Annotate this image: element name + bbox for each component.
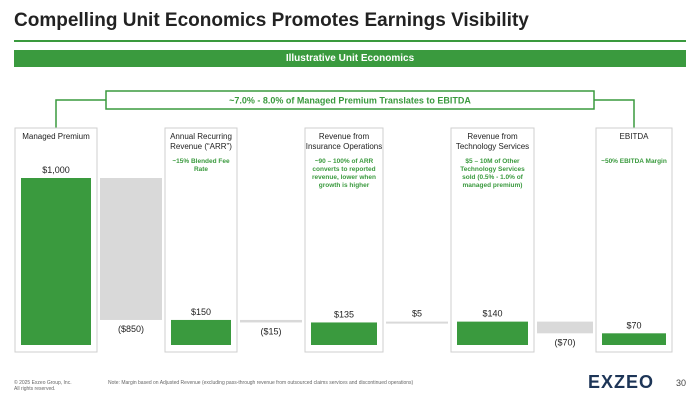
column-note: ~15% Blended Fee Rate — [172, 158, 230, 173]
card — [304, 127, 384, 353]
bar — [171, 319, 231, 345]
column-note: ~50% EBITDA Margin — [601, 158, 667, 165]
bar — [21, 178, 91, 345]
card — [595, 127, 673, 353]
card — [450, 127, 535, 353]
card — [164, 127, 238, 353]
bar — [602, 333, 666, 345]
footnote: Note: Margin based on Adjusted Revenue (… — [108, 380, 414, 386]
connector — [100, 178, 162, 320]
callout: ~7.0% - 8.0% of Managed Premium Translat… — [229, 96, 471, 106]
bar — [311, 322, 377, 345]
bracket — [55, 99, 635, 128]
column-note: $5 – 10M of Other Technology Services so… — [460, 158, 525, 189]
column-note: ~90 – 100% of ARR converts to reported r… — [312, 158, 376, 189]
copyright: © 2025 Exzeo Group, Inc. All rights reser… — [14, 380, 72, 392]
copyright-line: © 2025 Exzeo Group, Inc. — [14, 380, 72, 386]
connector — [240, 319, 302, 323]
column-header: Revenue from Insurance Operations — [305, 132, 383, 151]
logo: EXZEO — [588, 372, 655, 392]
value-label: ($70) — [554, 337, 575, 347]
title-rule — [14, 40, 686, 42]
connector — [537, 321, 593, 334]
value-label: $140 — [482, 309, 502, 319]
copyright-line: All rights reserved. — [14, 386, 56, 392]
slide-title: Compelling Unit Economics Promotes Earni… — [14, 10, 529, 31]
bar — [457, 321, 528, 345]
callout-box — [105, 90, 595, 110]
banner: Illustrative Unit Economics — [14, 50, 686, 67]
column-header: Revenue from Technology Services — [455, 132, 530, 151]
value-label: $70 — [626, 320, 641, 330]
value-label: $1,000 — [42, 165, 70, 175]
value-label: $135 — [334, 309, 354, 319]
column-header: Managed Premium — [22, 132, 90, 141]
value-label: ($15) — [260, 326, 281, 336]
column-header: Annual Recurring Revenue (“ARR”) — [170, 132, 232, 151]
value-label: $5 — [412, 309, 422, 319]
connector — [386, 321, 448, 324]
value-label: $150 — [191, 307, 211, 317]
value-label: ($850) — [118, 324, 144, 334]
page-number: 30 — [676, 378, 687, 388]
column-header: EBITDA — [619, 132, 649, 141]
